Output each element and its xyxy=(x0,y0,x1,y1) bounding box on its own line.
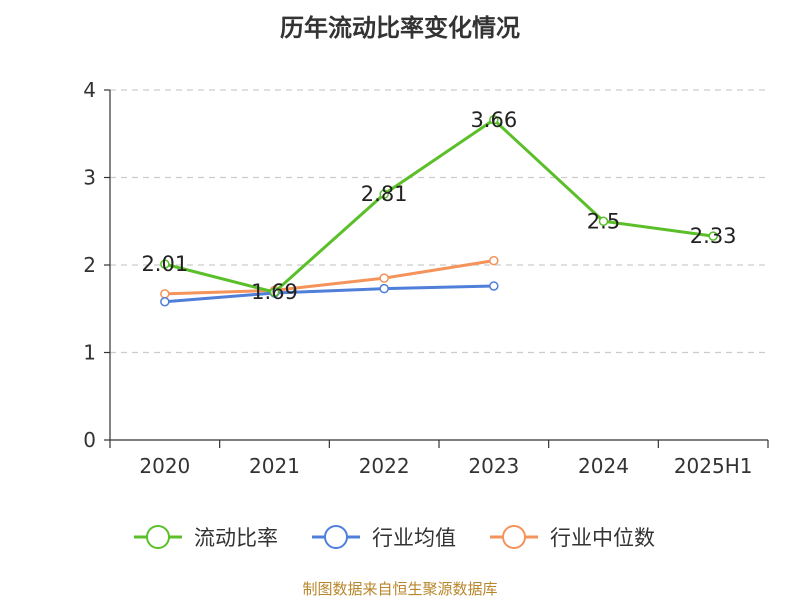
source-footer: 制图数据来自恒生聚源数据库 xyxy=(302,580,498,598)
data-point xyxy=(379,283,389,294)
data-point xyxy=(160,289,170,299)
x-tick-label: 2024 xyxy=(578,454,629,478)
x-tick-label: 2022 xyxy=(359,454,410,478)
series-line xyxy=(164,259,495,296)
x-tick-label: 2025H1 xyxy=(674,454,753,478)
data-point xyxy=(489,255,499,266)
data-point xyxy=(160,297,170,307)
data-point xyxy=(160,259,170,269)
data-label: 2.33 xyxy=(690,224,737,248)
data-point xyxy=(598,216,609,226)
legend-swatch-marker xyxy=(502,525,526,549)
data-point xyxy=(379,273,389,283)
data-label: 2.5 xyxy=(587,209,620,233)
grid-layer xyxy=(110,89,768,354)
legend-label: 行业中位数 xyxy=(550,526,655,550)
series-line xyxy=(164,284,494,304)
legend-swatch-marker xyxy=(146,525,170,549)
data-point xyxy=(489,281,499,291)
x-tick-label: 2021 xyxy=(249,454,300,478)
series-layer xyxy=(160,115,718,307)
series-line xyxy=(164,118,714,294)
data-point xyxy=(379,189,389,199)
legend-label: 流动比率 xyxy=(194,526,278,550)
y-tick-label: 4 xyxy=(83,78,96,102)
axis-layer: 0 1 2 3 4 2020 2021 2022 2023 2024 2025H1 xyxy=(83,78,769,478)
data-point xyxy=(708,231,718,241)
y-tick-label: 0 xyxy=(83,428,96,452)
x-tick-label: 2020 xyxy=(139,454,190,478)
data-label: 2.81 xyxy=(361,182,408,206)
data-point xyxy=(269,287,280,297)
y-tick-label: 3 xyxy=(83,166,96,190)
x-tick-label: 2023 xyxy=(468,454,519,478)
data-label: 3.66 xyxy=(470,108,517,132)
data-label: 2.01 xyxy=(141,252,188,276)
y-tick-label: 1 xyxy=(83,341,96,365)
legend-label: 行业均值 xyxy=(372,526,456,550)
data-label-layer: 2.01 1.69 2.81 3.66 2.5 2.33 xyxy=(141,108,736,304)
y-tick-label: 2 xyxy=(83,253,96,277)
chart-title: 历年流动比率变化情况 xyxy=(280,14,520,42)
data-label: 1.69 xyxy=(251,280,298,304)
data-point xyxy=(489,115,499,125)
legend: 流动比率 行业均值 行业中位数 xyxy=(134,525,655,550)
legend-swatch-marker xyxy=(324,525,348,549)
